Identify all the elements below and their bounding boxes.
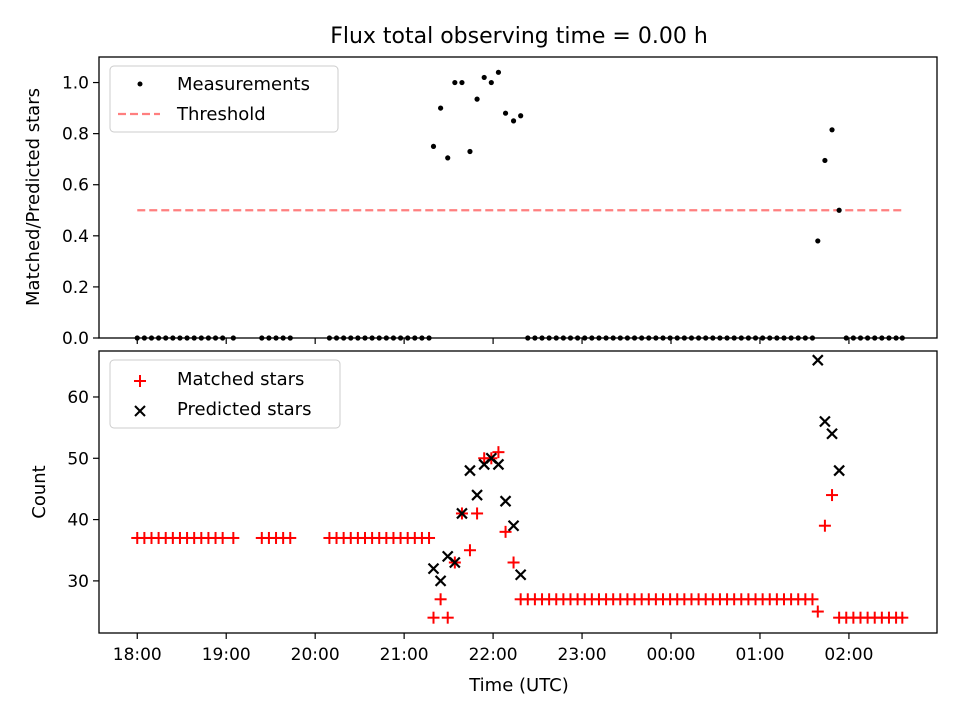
legend-label-threshold: Threshold [176,104,266,125]
predicted-star-point [833,464,845,477]
matched-star-point [806,593,819,606]
x-tick-label: 02:00 [824,645,873,665]
legend-marker-predicted [134,405,146,417]
y-tick-label: 0.0 [62,329,89,349]
measurement-point [488,79,494,86]
legend-label-predicted: Predicted stars [177,399,311,420]
matched-star-point [463,544,476,557]
measurement-point [510,118,517,124]
ratio-panel: 0.0 0.2 0.4 0.6 0.8 1.0 Matched/Predicted sta… [23,56,938,349]
ratio-plot-area: 0.0 0.2 0.4 0.6 0.8 1.0 [62,69,905,349]
y-tick-label: 0.8 [62,125,89,145]
y-tick-label: 0.4 [62,227,89,247]
measurement-point [467,148,473,155]
matched-star-point [427,611,440,624]
x-tick-label: 01:00 [735,645,784,665]
measurement-point [430,143,437,150]
ratio-axes-frame [98,56,938,339]
measurement-point [502,110,509,116]
count-y-axis-label: Count [29,465,50,518]
predicted-star-point [471,489,483,501]
matched-star-point [423,531,436,544]
predicted-star-point [507,519,520,532]
x-tick-label: 18:00 [113,645,162,665]
count-plot-area: 30 40 50 60 18:00 19:00 20:00 21:00 22:00 23:00 00… [67,354,909,665]
matched-star-point [434,593,447,606]
measurement-point [829,127,835,133]
matched-star-point [896,611,909,624]
ratio-legend: Measurements Threshold [109,65,339,133]
matched-star-point [227,531,240,544]
predicted-star-point [514,568,527,581]
predicted-star-point [499,495,512,507]
y-tick-label: 40 [67,511,89,531]
measurement-point [445,155,451,161]
x-tick-label: 00:00 [647,645,696,665]
legend-label-measurements: Measurements [177,74,310,95]
chart-title: Flux total observing time = 0.00 h [330,24,708,49]
count-legend-box [109,359,341,429]
predicted-star-point [812,354,824,366]
y-tick-label: 0.2 [62,278,89,298]
y-tick-label: 1.0 [62,74,89,94]
ratio-legend-box [109,65,339,133]
x-tick-label: 21:00 [380,645,429,665]
ratio-y-axis-label: Matched/Predicted stars [23,88,44,306]
matched-star-point [826,489,839,502]
legend-label-matched: Matched stars [177,369,304,390]
matched-star-point [471,507,484,520]
measurement-point [452,79,458,86]
measurement-point [518,113,524,119]
y-tick-label: 50 [67,449,89,469]
matched-star-point [818,519,831,532]
matched-star-point [216,531,229,544]
x-tick-label: 23:00 [558,645,607,665]
measurement-point [495,69,502,75]
predicted-star-point [492,458,505,471]
count-axes-frame [98,350,938,634]
y-tick-label: 60 [67,388,89,408]
matched-star-point [441,611,454,624]
count-legend: Matched stars Predicted stars [109,359,341,429]
measurement-point [474,96,480,102]
count-panel: 30 40 50 60 18:00 19:00 20:00 21:00 22:00 23:00 00… [29,350,938,696]
x-tick-label: 22:00 [469,645,518,665]
x-tick-label: 19:00 [202,645,251,665]
predicted-star-point [427,562,440,575]
legend-marker-measurements [137,81,143,87]
predicted-star-point [449,556,461,569]
predicted-star-point [826,427,838,440]
predicted-star-point [819,415,831,428]
measurement-point [815,238,821,244]
matched-star-point [284,531,297,544]
measurement-point [438,105,444,111]
x-tick-label: 20:00 [291,645,340,665]
measurement-point [459,79,465,86]
predicted-star-point [464,464,476,477]
matched-star-point [492,446,505,459]
matched-star-point [507,556,520,569]
predicted-star-point [456,507,468,520]
measurement-point [822,157,828,164]
matched-star-point [499,525,512,538]
y-tick-label: 0.6 [62,176,89,196]
legend-marker-matched [134,375,146,387]
x-axis-label: Time (UTC) [468,675,569,696]
measurement-point [836,207,842,213]
y-tick-label: 30 [67,572,89,592]
predicted-star-point [434,575,447,587]
matched-star-point [811,605,824,618]
measurement-point [481,74,487,81]
